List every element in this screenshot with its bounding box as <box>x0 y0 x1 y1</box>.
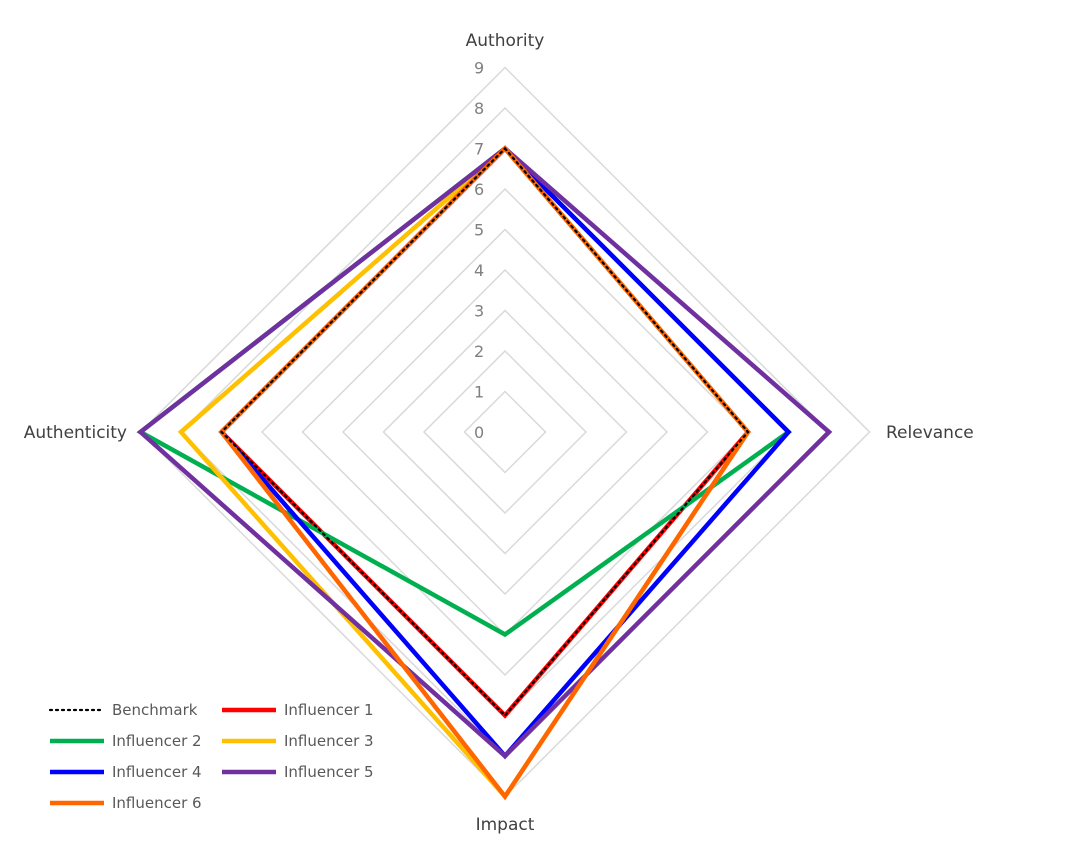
legend-label: Influencer 4 <box>112 763 202 781</box>
axis-label-authenticity: Authenticity <box>24 423 127 443</box>
tick-label: 5 <box>474 221 484 240</box>
legend-label: Influencer 1 <box>284 701 374 719</box>
tick-label: 3 <box>474 302 484 321</box>
axis-label-relevance: Relevance <box>886 423 974 443</box>
grid-ring-1 <box>463 390 547 474</box>
legend-label: Benchmark <box>112 701 198 719</box>
series-benchmark <box>219 146 750 718</box>
series-influencer-5 <box>136 145 833 760</box>
axis-label-authority: Authority <box>466 31 545 51</box>
grid-ring-3 <box>382 309 628 555</box>
legend-label: Influencer 5 <box>284 763 374 781</box>
radar-grid <box>139 66 871 798</box>
grid-ring-4 <box>341 268 669 596</box>
tick-label: 8 <box>474 99 484 118</box>
grid-ring-7 <box>220 147 790 717</box>
legend-label: Influencer 6 <box>112 794 202 812</box>
tick-label: 1 <box>474 383 484 402</box>
axis-label-impact: Impact <box>476 815 535 835</box>
grid-ring-2 <box>422 349 588 515</box>
tick-label: 4 <box>474 261 484 280</box>
tick-label: 6 <box>474 180 484 199</box>
series-influencer-6 <box>218 145 751 801</box>
tick-label: 7 <box>474 140 484 159</box>
series-lines <box>136 145 833 801</box>
radial-tick-labels: 0 1 2 3 4 5 6 7 8 9 <box>474 59 484 443</box>
grid-ring-8 <box>179 106 831 758</box>
tick-label: 0 <box>474 423 484 442</box>
tick-label: 9 <box>474 59 484 78</box>
grid-ring-9 <box>139 66 871 798</box>
series-influencer-4 <box>218 145 792 760</box>
legend: Benchmark Influencer 1 Influencer 2 Influen… <box>48 701 374 812</box>
series-influencer-1 <box>218 145 751 719</box>
legend-label: Influencer 2 <box>112 732 202 750</box>
grid-ring-6 <box>260 187 750 677</box>
tick-label: 2 <box>474 342 484 361</box>
legend-label: Influencer 3 <box>284 732 374 750</box>
